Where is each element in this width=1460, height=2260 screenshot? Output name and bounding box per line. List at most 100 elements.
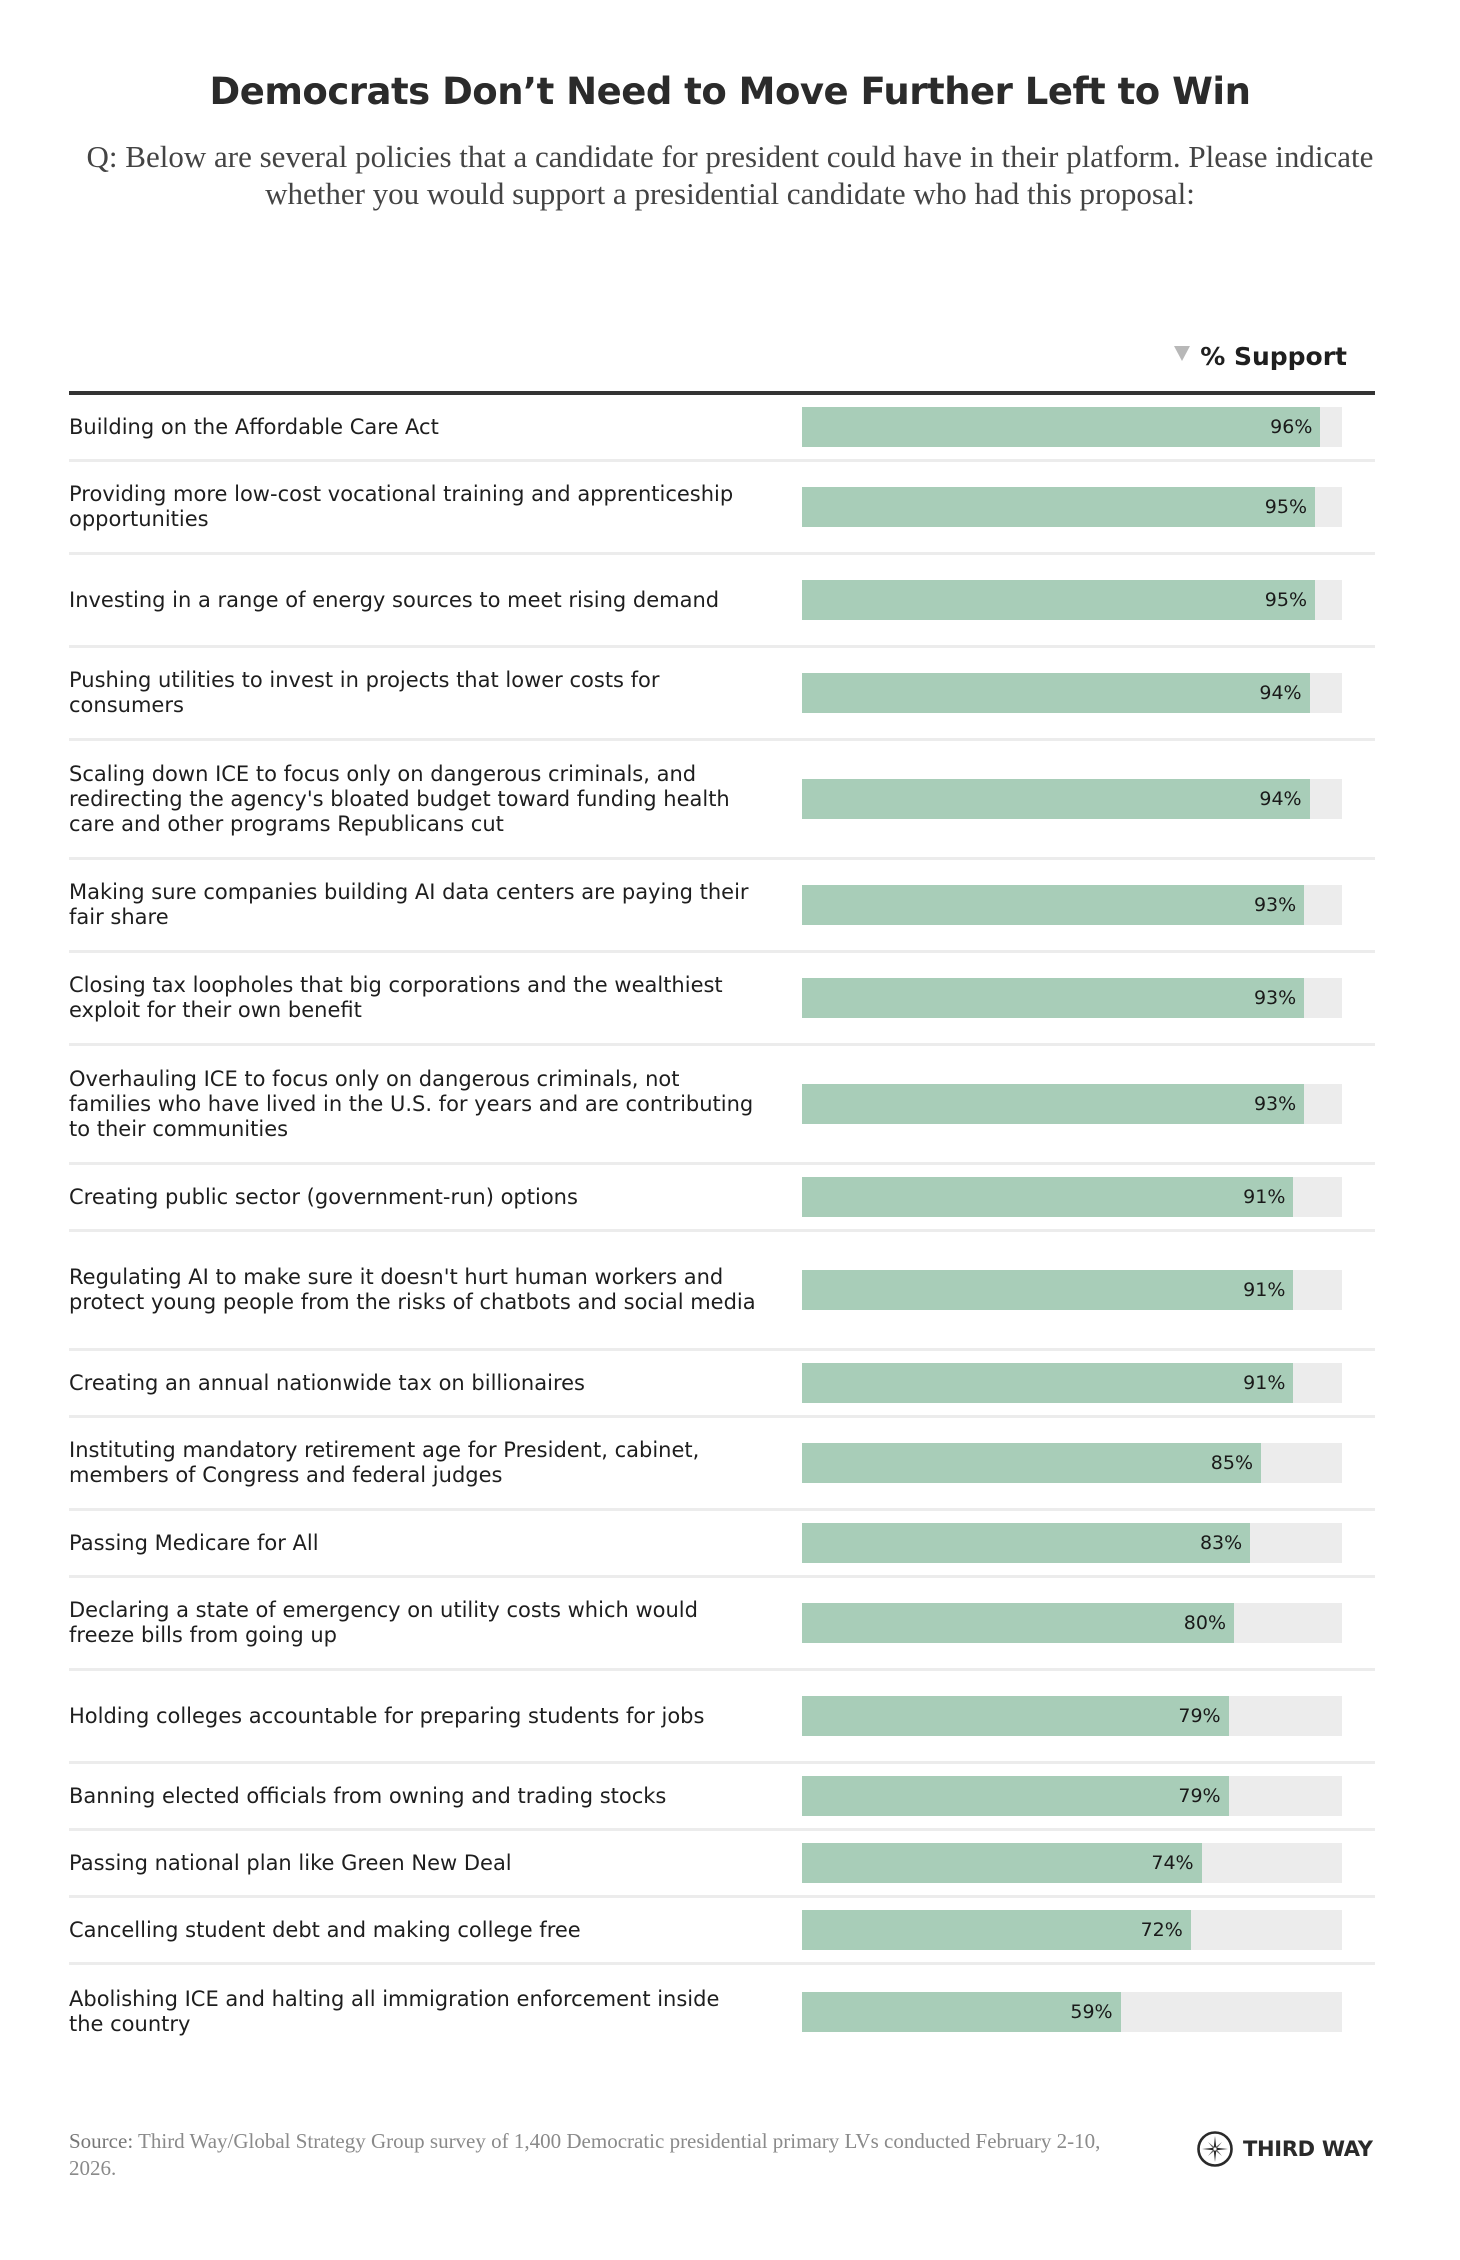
bar-track: 72%: [802, 1910, 1342, 1950]
bar-track: 74%: [802, 1843, 1342, 1883]
bar-track: 79%: [802, 1696, 1342, 1736]
chart-row: Overhauling ICE to focus only on dangero…: [69, 1046, 1375, 1165]
chart-row: Regulating AI to make sure it doesn't hu…: [69, 1232, 1375, 1351]
bar-track: 94%: [802, 673, 1342, 713]
logo-text: THIRD WAY: [1243, 2137, 1373, 2161]
value-label: 91%: [1243, 1279, 1286, 1301]
chart-row: Holding colleges accountable for prepari…: [69, 1671, 1375, 1764]
policy-label: Providing more low-cost vocational train…: [69, 482, 734, 531]
bar-track: 94%: [802, 779, 1342, 819]
chart-row: Making sure companies building AI data c…: [69, 860, 1375, 953]
value-label: 91%: [1243, 1186, 1286, 1208]
bar-fill: [802, 580, 1315, 620]
chart-row: Scaling down ICE to focus only on danger…: [69, 741, 1375, 860]
source-label: Source:: [69, 2129, 134, 2153]
chart-row: Cancelling student debt and making colle…: [69, 1898, 1375, 1965]
value-label: 93%: [1253, 894, 1297, 916]
sort-descending-icon[interactable]: [1174, 346, 1191, 361]
policy-label: Making sure companies building AI data c…: [69, 880, 749, 929]
source-text: Third Way/Global Strategy Group survey o…: [69, 2129, 1101, 2180]
policy-label: Passing Medicare for All: [69, 1530, 319, 1555]
bar-track: 59%: [802, 1991, 1342, 2032]
value-label: 95%: [1264, 589, 1307, 611]
chart-row: Instituting mandatory retirement age for…: [69, 1418, 1375, 1511]
header-rule: [69, 391, 1375, 395]
value-label: 93%: [1253, 1093, 1297, 1115]
chart-row: Providing more low-cost vocational train…: [69, 462, 1375, 555]
chart-row: Abolishing ICE and halting all immigrati…: [69, 1965, 1375, 2058]
policy-label: Investing in a range of energy sources t…: [69, 587, 720, 612]
bar-fill: [802, 1603, 1234, 1643]
policy-label: Instituting mandatory retirement age for…: [69, 1438, 700, 1487]
chart-row: Creating an annual nationwide tax on bil…: [69, 1351, 1375, 1418]
policy-label: Scaling down ICE to focus only on danger…: [69, 761, 730, 836]
policy-label: Cancelling student debt and making colle…: [69, 1917, 581, 1942]
bar-fill: [802, 1084, 1305, 1124]
bar-track: 95%: [802, 580, 1342, 620]
value-label: 94%: [1259, 788, 1302, 810]
support-column-header[interactable]: % Support: [1174, 342, 1347, 371]
policy-label: Creating an annual nationwide tax on bil…: [69, 1370, 585, 1395]
bar-track: 91%: [802, 1177, 1342, 1217]
value-label: 74%: [1151, 1852, 1194, 1874]
policy-label: Overhauling ICE to focus only on dangero…: [69, 1066, 754, 1141]
chart-row: Building on the Affordable Care Act 96%: [69, 395, 1375, 462]
bar-fill: [802, 978, 1305, 1018]
bar-fill: [802, 1523, 1251, 1563]
source-note: Source: Third Way/Global Strategy Group …: [69, 2128, 1119, 2182]
bar-fill: [802, 407, 1321, 447]
value-label: 83%: [1199, 1532, 1243, 1554]
compass-star-icon: [1197, 2131, 1233, 2167]
bar-fill: [802, 1843, 1202, 1883]
bar-fill: [802, 673, 1310, 713]
bar-fill: [802, 487, 1315, 527]
value-label: 59%: [1070, 2000, 1113, 2023]
bar-fill: [802, 1177, 1294, 1217]
value-label: 91%: [1243, 1372, 1286, 1394]
bar-fill: [802, 1696, 1229, 1736]
value-label: 79%: [1178, 1785, 1221, 1807]
chart-row: Banning elected officials from owning an…: [69, 1764, 1375, 1831]
policy-label: Holding colleges accountable for prepari…: [69, 1703, 705, 1728]
chart-row: Passing national plan like Green New Dea…: [69, 1831, 1375, 1898]
bar-fill: [802, 1776, 1229, 1816]
bar-fill: [802, 1270, 1294, 1310]
chart-row: Passing Medicare for All 83%: [69, 1511, 1375, 1578]
bar-track: 93%: [802, 978, 1342, 1018]
bar-fill: [802, 1443, 1261, 1483]
policy-label: Creating public sector (government-run) …: [69, 1184, 578, 1209]
bar-fill: [802, 779, 1310, 819]
policy-label: Building on the Affordable Care Act: [69, 414, 439, 439]
column-header-label: % Support: [1200, 342, 1347, 371]
policy-label: Closing tax loopholes that big corporati…: [69, 973, 723, 1022]
value-label: 94%: [1259, 682, 1302, 704]
bar-track: 91%: [802, 1270, 1342, 1310]
policy-label: Passing national plan like Green New Dea…: [69, 1850, 512, 1875]
policy-label: Abolishing ICE and halting all immigrati…: [69, 1986, 720, 2036]
bar-chart: Building on the Affordable Care Act 96% Pr…: [69, 395, 1375, 2058]
bar-track: 83%: [802, 1523, 1342, 1563]
bar-fill: [802, 885, 1305, 925]
bar-fill: [802, 1910, 1191, 1950]
third-way-logo: THIRD WAY: [1196, 2130, 1373, 2168]
policy-label: Banning elected officials from owning an…: [69, 1783, 667, 1808]
chart-row: Closing tax loopholes that big corporati…: [69, 953, 1375, 1046]
chart-row: Declaring a state of emergency on utilit…: [69, 1578, 1375, 1671]
bar-track: 91%: [802, 1363, 1342, 1403]
bar-track: 93%: [802, 1084, 1342, 1124]
bar-track: 79%: [802, 1776, 1342, 1816]
bar-track: 93%: [802, 885, 1342, 925]
bar-track: 80%: [802, 1603, 1342, 1643]
value-label: 95%: [1264, 496, 1307, 518]
chart-row: Investing in a range of energy sources t…: [69, 555, 1375, 648]
policy-label: Regulating AI to make sure it doesn't hu…: [69, 1265, 756, 1314]
value-label: 79%: [1178, 1705, 1221, 1727]
bar-fill: [802, 1991, 1121, 2032]
chart-row: Pushing utilities to invest in projects …: [69, 648, 1375, 741]
policy-label: Declaring a state of emergency on utilit…: [69, 1598, 698, 1647]
bar-track: 95%: [802, 487, 1342, 527]
policy-label: Pushing utilities to invest in projects …: [69, 668, 660, 717]
bar-track: 96%: [802, 407, 1342, 447]
value-label: 85%: [1210, 1452, 1253, 1474]
value-label: 80%: [1183, 1612, 1226, 1634]
